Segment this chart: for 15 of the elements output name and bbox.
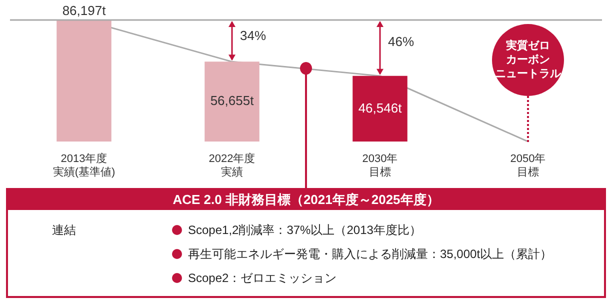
- text: 再生可能エネルギー発電・購入による削減量：35,000t以上（累計）: [188, 246, 552, 263]
- annotation: 実質ゼロカーボンニュートラル: [494, 39, 562, 81]
- text: Scope1,2削減率：37%以上（2013年度比）: [188, 222, 422, 239]
- x-tick-label: 2030年目標: [362, 153, 398, 178]
- text: ACE 2.0 非財務目標（2021年度～2025年度）: [8, 190, 604, 210]
- category-label: 連結: [52, 222, 76, 239]
- x-tick-label: 2022年度実績: [208, 152, 256, 178]
- text: Scope2：ゼロエミッション: [188, 270, 337, 287]
- x-tick-label: 2050年目標: [510, 153, 546, 178]
- data-label: 56,655t: [210, 93, 254, 108]
- x-tick-label: 2013年度実績(基準値): [52, 152, 116, 178]
- data-label: 86,197t: [62, 3, 106, 18]
- annotation: 46%: [388, 34, 414, 49]
- annotation: 34%: [240, 28, 266, 44]
- data-label: 46,546t: [358, 100, 402, 116]
